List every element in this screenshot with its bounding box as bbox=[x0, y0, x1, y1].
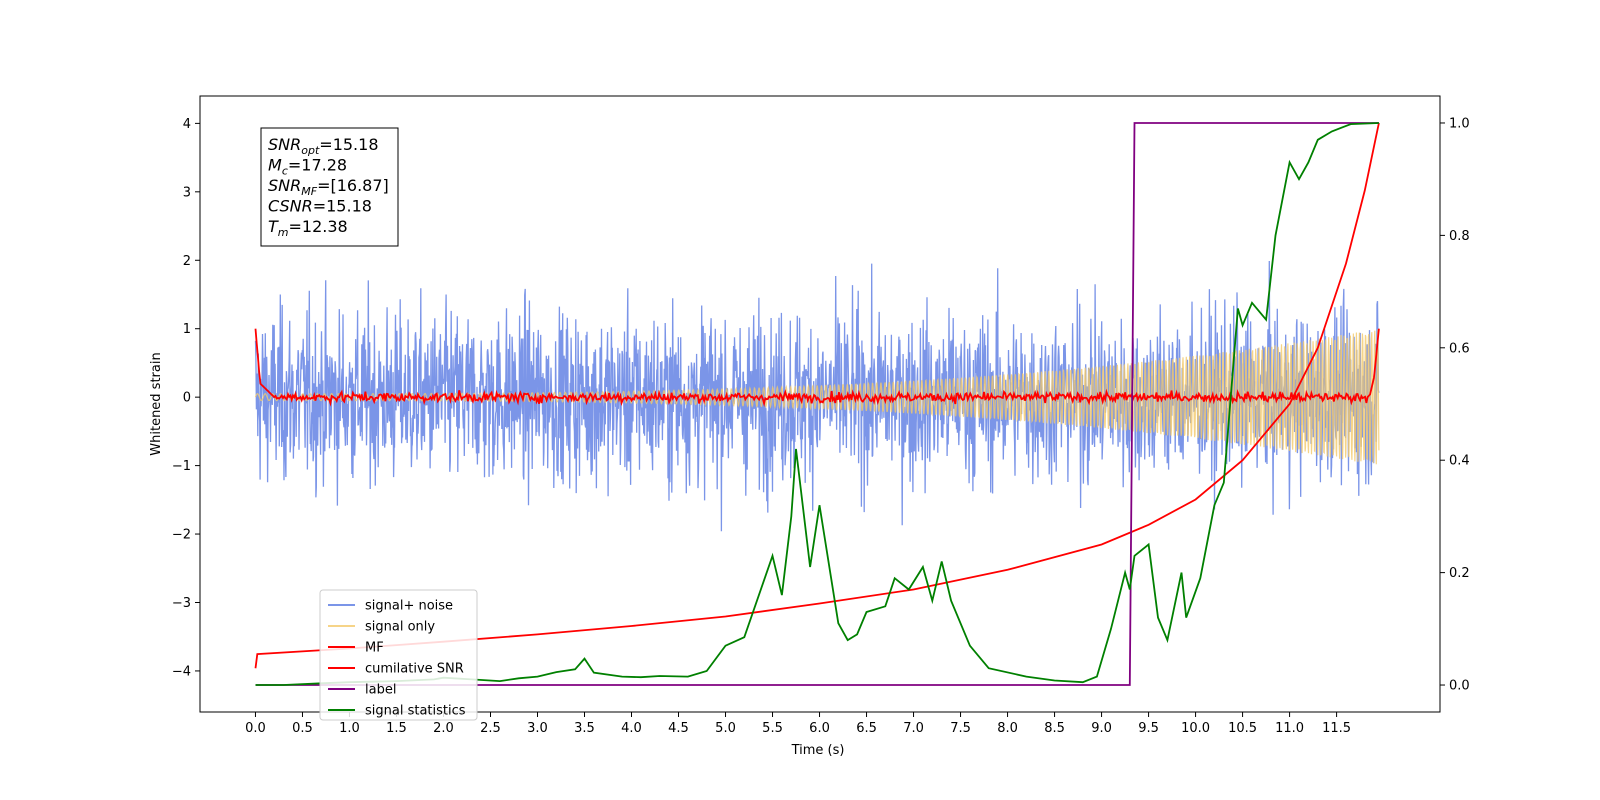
x-tick-label: 4.0 bbox=[621, 721, 642, 736]
annotation-line: SNRopt=15.18 bbox=[268, 135, 379, 157]
legend-label: signal+ noise bbox=[365, 599, 453, 614]
series-line-5 bbox=[255, 122, 1379, 686]
x-tick-label: 8.0 bbox=[997, 721, 1018, 736]
y-left-axis-ticks: −4 −3 −2 −1 0 1 2 3 4 bbox=[172, 117, 200, 679]
y-left-tick-label: 1 bbox=[183, 322, 191, 337]
y-left-tick-label: 0 bbox=[183, 391, 191, 406]
y-right-tick-label: 0.2 bbox=[1449, 566, 1470, 581]
y-right-tick-label: 1.0 bbox=[1449, 116, 1470, 131]
x-tick-label: 9.5 bbox=[1138, 721, 1159, 736]
x-tick-label: 11.5 bbox=[1322, 721, 1351, 736]
x-tick-label: 0.0 bbox=[245, 721, 266, 736]
legend-label: signal statistics bbox=[365, 704, 466, 719]
y-left-tick-label: −2 bbox=[172, 528, 191, 543]
series-line-4 bbox=[255, 122, 1379, 686]
y-right-tick-label: 0.8 bbox=[1449, 229, 1470, 244]
y-left-tick-label: −3 bbox=[172, 596, 191, 611]
legend-label: cumilative SNR bbox=[365, 662, 464, 677]
x-tick-label: 6.5 bbox=[856, 721, 877, 736]
x-tick-label: 7.0 bbox=[903, 721, 924, 736]
y-left-tick-label: 4 bbox=[183, 117, 191, 132]
x-tick-label: 1.5 bbox=[386, 721, 407, 736]
x-tick-label: 7.5 bbox=[950, 721, 971, 736]
x-axis-label: Time (s) bbox=[791, 743, 845, 758]
annotation-line: CSNR=15.18 bbox=[268, 197, 372, 216]
x-tick-label: 0.5 bbox=[292, 721, 313, 736]
x-tick-label: 3.5 bbox=[574, 721, 595, 736]
series-line-2 bbox=[254, 328, 1380, 407]
legend: signal+ noise signal only MF cumilative SNR… bbox=[319, 589, 478, 721]
x-tick-label: 1.0 bbox=[339, 721, 360, 736]
y-right-tick-label: 0.6 bbox=[1449, 341, 1470, 356]
legend-label: label bbox=[365, 683, 396, 698]
x-tick-label: 8.5 bbox=[1044, 721, 1065, 736]
x-tick-label: 5.0 bbox=[715, 721, 736, 736]
annotation-frame bbox=[260, 127, 399, 247]
y-left-tick-label: −4 bbox=[172, 664, 191, 679]
x-axis-ticks: 0.0 0.5 1.0 1.5 2.0 2.5 3.0 3.5 4.0 4.5 5.0 5.5 6.0 6… bbox=[245, 712, 1351, 736]
x-tick-label: 2.5 bbox=[480, 721, 501, 736]
x-tick-label: 6.0 bbox=[809, 721, 830, 736]
x-tick-label: 2.0 bbox=[433, 721, 454, 736]
series-line-0 bbox=[254, 260, 1380, 532]
y-left-tick-label: 2 bbox=[183, 254, 191, 269]
y-left-tick-label: 3 bbox=[183, 185, 191, 200]
y-left-tick-label: −1 bbox=[172, 459, 191, 474]
y-right-axis-ticks: 0.0 0.2 0.4 0.6 0.8 1.0 bbox=[1440, 116, 1470, 694]
x-tick-label: 9.0 bbox=[1091, 721, 1112, 736]
annotation-line: SNRMF=[16.87] bbox=[268, 176, 389, 198]
annotation-line: Tm=12.38 bbox=[268, 217, 348, 239]
x-tick-label: 10.0 bbox=[1181, 721, 1210, 736]
stats-annotation-box: SNRopt=15.18Mc=17.28SNRMF=[16.87]CSNR=15… bbox=[260, 127, 399, 247]
legend-label: MF bbox=[365, 641, 384, 656]
legend-frame bbox=[319, 589, 478, 721]
x-tick-label: 5.5 bbox=[762, 721, 783, 736]
y-right-tick-label: 0.4 bbox=[1449, 454, 1470, 469]
x-tick-label: 10.5 bbox=[1228, 721, 1257, 736]
x-tick-label: 11.0 bbox=[1275, 721, 1304, 736]
y-axis-label: Whitened strain bbox=[149, 352, 164, 455]
y-right-tick-label: 0.0 bbox=[1449, 679, 1470, 694]
x-tick-label: 4.5 bbox=[668, 721, 689, 736]
legend-label: signal only bbox=[365, 620, 435, 635]
x-tick-label: 3.0 bbox=[527, 721, 548, 736]
annotation-line: Mc=17.28 bbox=[268, 156, 347, 178]
